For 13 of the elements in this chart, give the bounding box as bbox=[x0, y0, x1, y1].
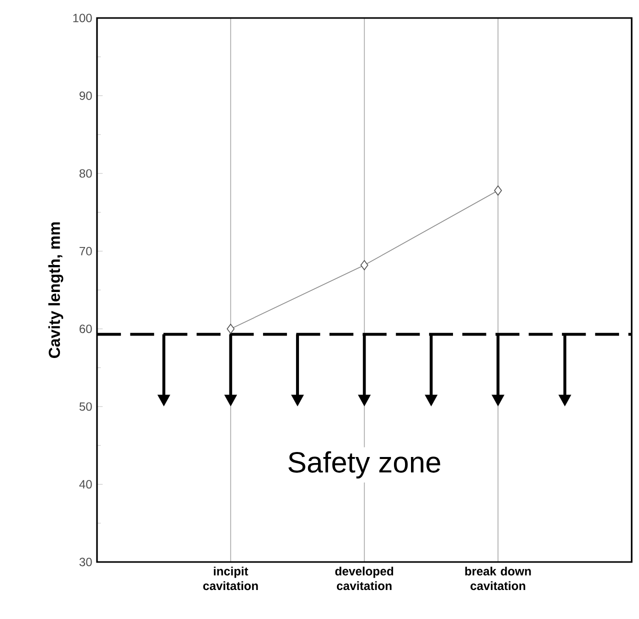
y-tick-label: 100 bbox=[73, 14, 92, 22]
x-tick-label: developed cavitation bbox=[335, 566, 394, 590]
y-axis-title: Cavity length, mm bbox=[48, 222, 64, 358]
y-tick-label: 60 bbox=[80, 324, 92, 334]
y-tick-label: 40 bbox=[79, 480, 92, 489]
y-tick-label: 90 bbox=[80, 91, 92, 100]
y-tick-label: 80 bbox=[80, 169, 92, 178]
y-tick-label: 70 bbox=[80, 246, 92, 256]
ref-line-label: Safety zone bbox=[288, 451, 440, 478]
y-tick-label: 30 bbox=[79, 558, 92, 566]
y-tick-label: 50 bbox=[79, 402, 92, 411]
x-tick-label: incipit cavitation bbox=[203, 566, 258, 590]
x-tick-label: break down cavitation bbox=[465, 566, 531, 590]
